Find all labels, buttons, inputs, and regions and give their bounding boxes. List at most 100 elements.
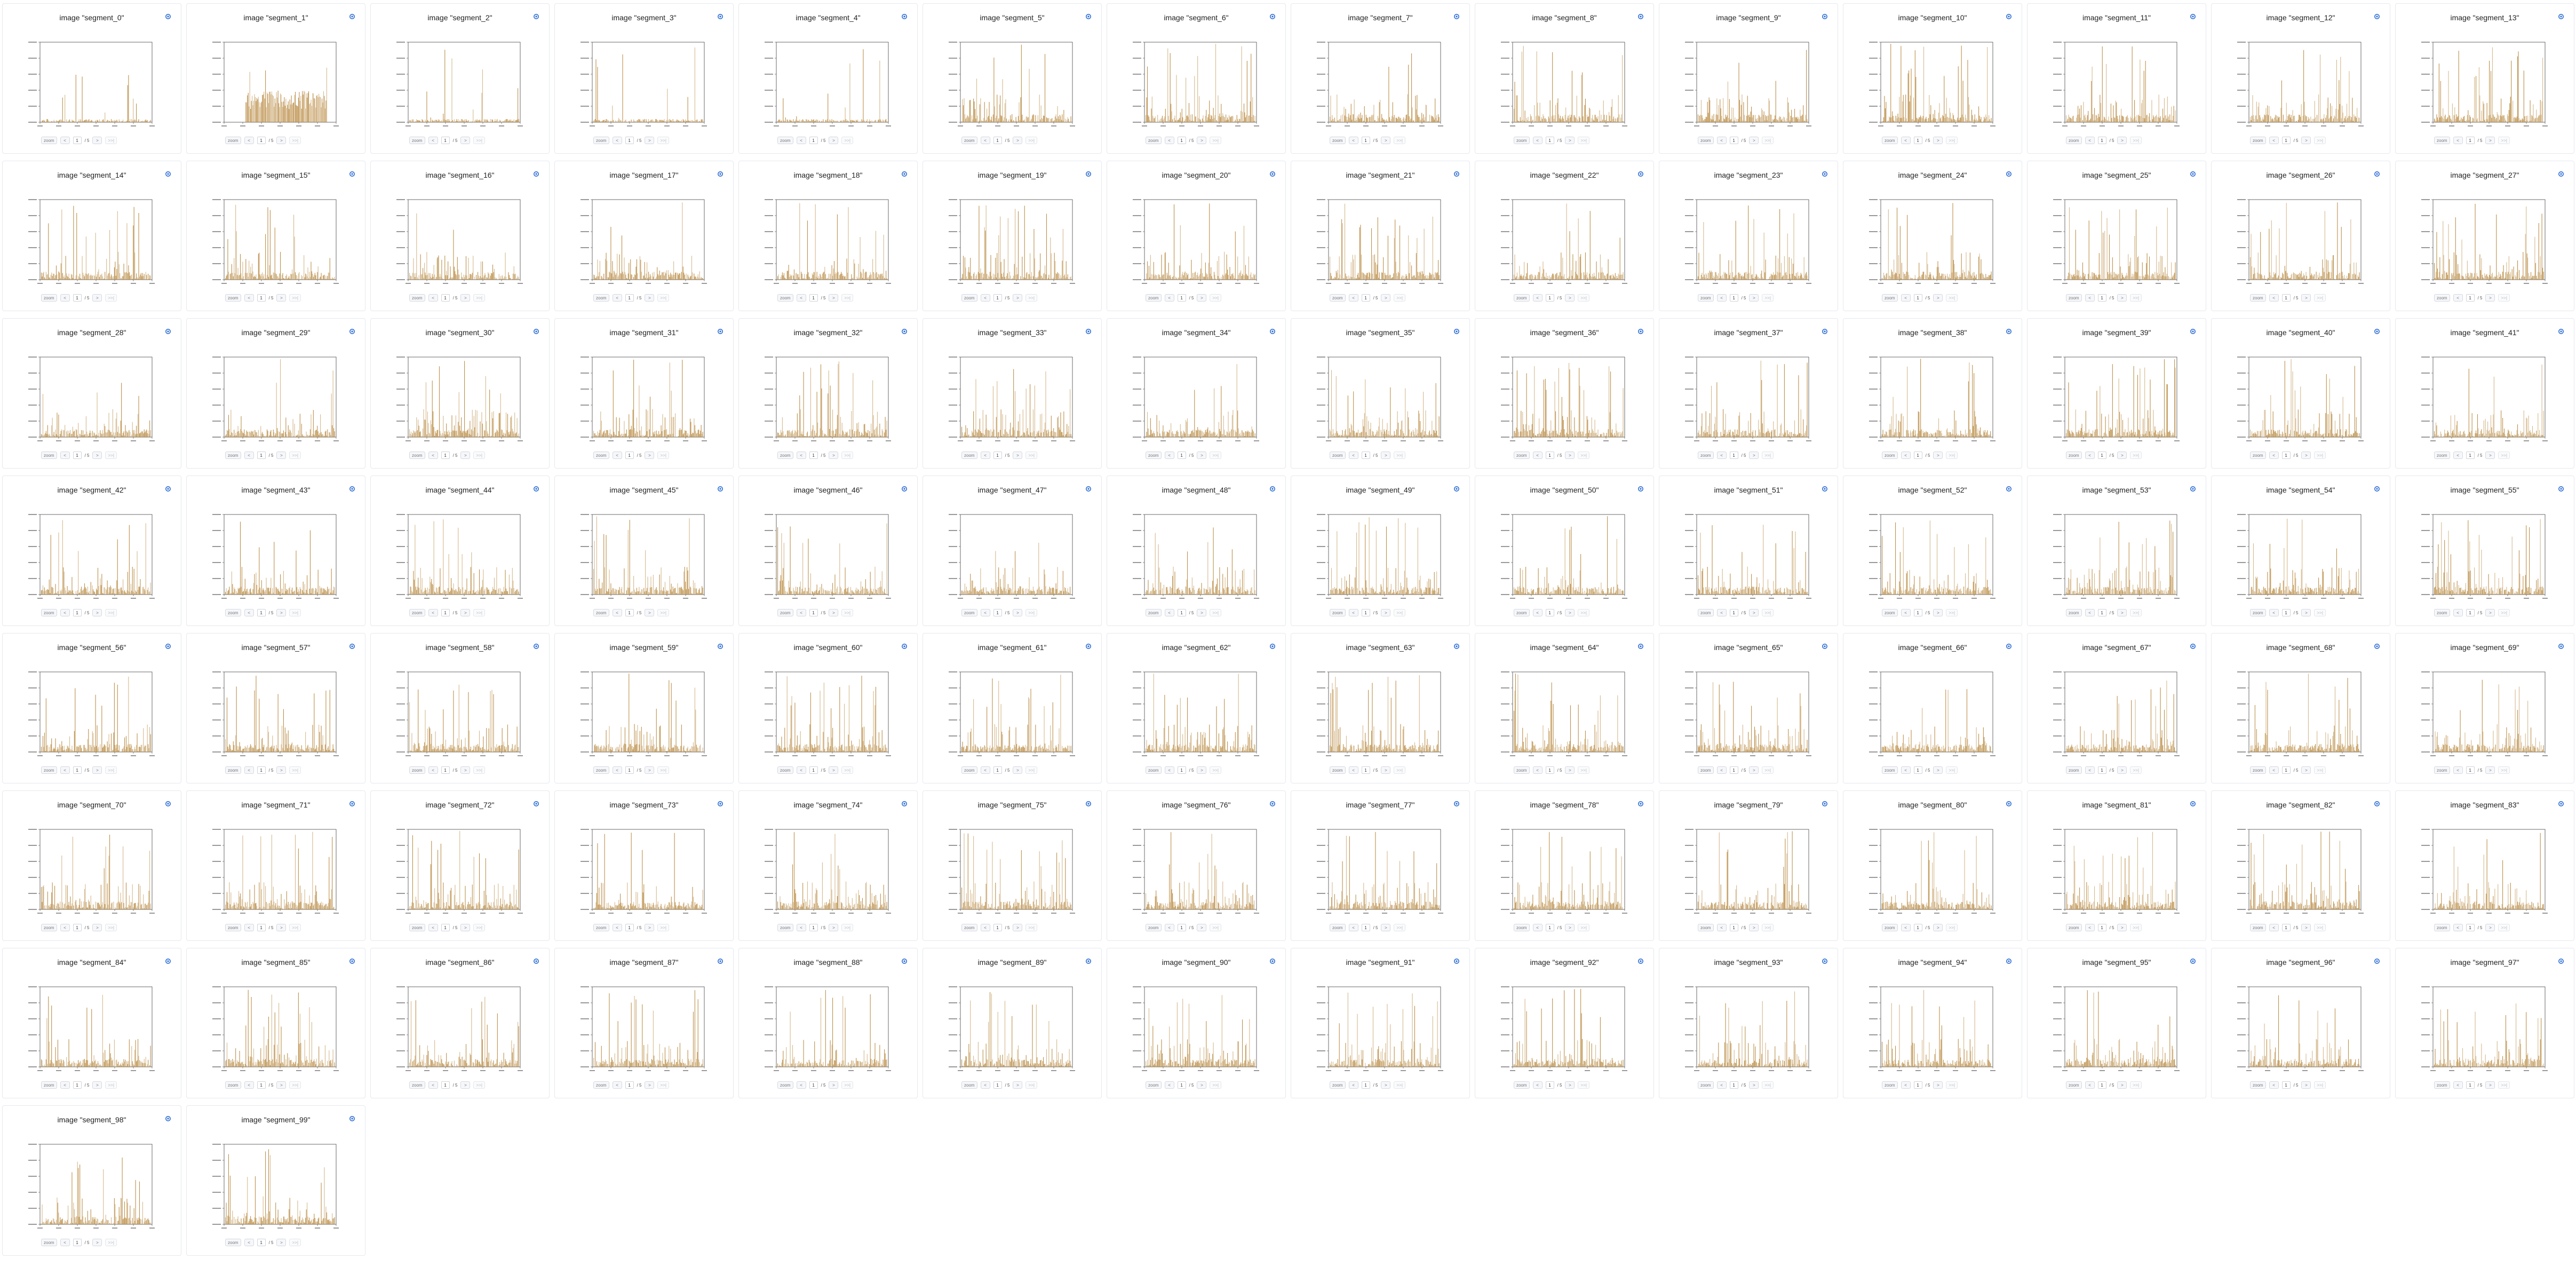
page-input[interactable] bbox=[2097, 137, 2106, 144]
next-page-button[interactable]: > bbox=[460, 137, 471, 144]
prev-page-button[interactable]: < bbox=[1164, 294, 1174, 302]
next-page-button[interactable]: > bbox=[1749, 137, 1759, 144]
prev-page-button[interactable]: < bbox=[980, 294, 990, 302]
prev-page-button[interactable]: < bbox=[1532, 294, 1543, 302]
zoom-button[interactable]: zoom bbox=[961, 137, 977, 144]
prev-page-button[interactable]: < bbox=[612, 137, 622, 144]
panel-settings-button[interactable] bbox=[1268, 170, 1277, 178]
panel-settings-button[interactable] bbox=[532, 12, 540, 21]
page-input[interactable] bbox=[1913, 137, 1922, 144]
next-page-button[interactable]: > bbox=[1933, 137, 1943, 144]
zoom-button[interactable]: zoom bbox=[2434, 137, 2450, 144]
panel-settings-button[interactable] bbox=[1636, 170, 1645, 178]
last-page-button[interactable]: >>| bbox=[841, 137, 853, 144]
prev-page-button[interactable]: < bbox=[60, 137, 70, 144]
zoom-button[interactable]: zoom bbox=[961, 294, 977, 302]
last-page-button[interactable]: >>| bbox=[1762, 294, 1774, 302]
page-input[interactable] bbox=[441, 137, 450, 144]
next-page-button[interactable]: > bbox=[2485, 137, 2495, 144]
zoom-button[interactable]: zoom bbox=[593, 294, 609, 302]
next-page-button[interactable]: > bbox=[2117, 137, 2127, 144]
page-input[interactable] bbox=[809, 137, 818, 144]
panel-settings-button[interactable] bbox=[1084, 170, 1093, 178]
zoom-button[interactable]: zoom bbox=[777, 294, 793, 302]
prev-page-button[interactable]: < bbox=[1348, 137, 1358, 144]
panel-settings-button[interactable] bbox=[716, 170, 725, 178]
prev-page-button[interactable]: < bbox=[1164, 137, 1174, 144]
last-page-button[interactable]: >>| bbox=[1762, 137, 1774, 144]
page-input[interactable] bbox=[257, 137, 266, 144]
page-input[interactable] bbox=[2097, 294, 2106, 302]
last-page-button[interactable]: >>| bbox=[1578, 294, 1589, 302]
page-input[interactable] bbox=[257, 294, 266, 302]
last-page-button[interactable]: >>| bbox=[1578, 137, 1589, 144]
page-input[interactable] bbox=[2281, 137, 2291, 144]
prev-page-button[interactable]: < bbox=[2269, 137, 2279, 144]
zoom-button[interactable]: zoom bbox=[2434, 294, 2450, 302]
prev-page-button[interactable]: < bbox=[1901, 294, 1911, 302]
prev-page-button[interactable]: < bbox=[1532, 137, 1543, 144]
panel-settings-button[interactable] bbox=[1452, 170, 1461, 178]
panel-settings-button[interactable] bbox=[1636, 12, 1645, 21]
page-input[interactable] bbox=[993, 294, 1002, 302]
next-page-button[interactable]: > bbox=[92, 294, 102, 302]
panel-settings-button[interactable] bbox=[2189, 12, 2197, 21]
last-page-button[interactable]: >>| bbox=[1210, 294, 1221, 302]
zoom-button[interactable]: zoom bbox=[1514, 294, 1530, 302]
prev-page-button[interactable]: < bbox=[2453, 137, 2463, 144]
zoom-button[interactable]: zoom bbox=[1882, 294, 1898, 302]
panel-settings-button[interactable] bbox=[1084, 12, 1093, 21]
last-page-button[interactable]: >>| bbox=[473, 294, 485, 302]
zoom-button[interactable]: zoom bbox=[1146, 294, 1162, 302]
next-page-button[interactable]: > bbox=[2485, 294, 2495, 302]
last-page-button[interactable]: >>| bbox=[2314, 137, 2326, 144]
prev-page-button[interactable]: < bbox=[428, 294, 438, 302]
zoom-button[interactable]: zoom bbox=[1882, 137, 1898, 144]
page-input[interactable] bbox=[1913, 294, 1922, 302]
next-page-button[interactable]: > bbox=[276, 294, 287, 302]
panel-settings-button[interactable] bbox=[716, 12, 725, 21]
prev-page-button[interactable]: < bbox=[2085, 294, 2095, 302]
zoom-button[interactable]: zoom bbox=[1698, 294, 1714, 302]
next-page-button[interactable]: > bbox=[1381, 294, 1391, 302]
next-page-button[interactable]: > bbox=[645, 137, 655, 144]
panel-settings-button[interactable] bbox=[1820, 170, 1829, 178]
panel-settings-button[interactable] bbox=[348, 170, 356, 178]
page-input[interactable] bbox=[993, 137, 1002, 144]
last-page-button[interactable]: >>| bbox=[289, 137, 301, 144]
last-page-button[interactable]: >>| bbox=[105, 137, 117, 144]
prev-page-button[interactable]: < bbox=[1716, 294, 1727, 302]
page-input[interactable] bbox=[1545, 294, 1554, 302]
page-input[interactable] bbox=[625, 137, 634, 144]
prev-page-button[interactable]: < bbox=[1348, 294, 1358, 302]
panel-settings-button[interactable] bbox=[2005, 12, 2013, 21]
zoom-button[interactable]: zoom bbox=[41, 137, 57, 144]
page-input[interactable] bbox=[1729, 294, 1738, 302]
page-input[interactable] bbox=[1729, 137, 1738, 144]
zoom-button[interactable]: zoom bbox=[593, 137, 609, 144]
last-page-button[interactable]: >>| bbox=[1394, 294, 1405, 302]
zoom-button[interactable]: zoom bbox=[225, 294, 241, 302]
zoom-button[interactable]: zoom bbox=[1698, 137, 1714, 144]
last-page-button[interactable]: >>| bbox=[2130, 137, 2142, 144]
panel-settings-button[interactable] bbox=[2373, 12, 2381, 21]
page-input[interactable] bbox=[1177, 294, 1186, 302]
panel-settings-button[interactable] bbox=[1268, 12, 1277, 21]
zoom-button[interactable]: zoom bbox=[409, 137, 425, 144]
next-page-button[interactable]: > bbox=[2301, 137, 2311, 144]
next-page-button[interactable]: > bbox=[2117, 294, 2127, 302]
panel-settings-button[interactable] bbox=[1452, 12, 1461, 21]
next-page-button[interactable]: > bbox=[645, 294, 655, 302]
zoom-button[interactable]: zoom bbox=[2250, 137, 2266, 144]
panel-settings-button[interactable] bbox=[900, 12, 909, 21]
zoom-button[interactable]: zoom bbox=[41, 294, 57, 302]
next-page-button[interactable]: > bbox=[829, 137, 839, 144]
page-input[interactable] bbox=[1361, 294, 1370, 302]
last-page-button[interactable]: >>| bbox=[657, 294, 669, 302]
zoom-button[interactable]: zoom bbox=[2066, 294, 2082, 302]
zoom-button[interactable]: zoom bbox=[1330, 137, 1346, 144]
zoom-button[interactable]: zoom bbox=[225, 137, 241, 144]
next-page-button[interactable]: > bbox=[1749, 294, 1759, 302]
prev-page-button[interactable]: < bbox=[796, 294, 806, 302]
last-page-button[interactable]: >>| bbox=[2498, 294, 2510, 302]
